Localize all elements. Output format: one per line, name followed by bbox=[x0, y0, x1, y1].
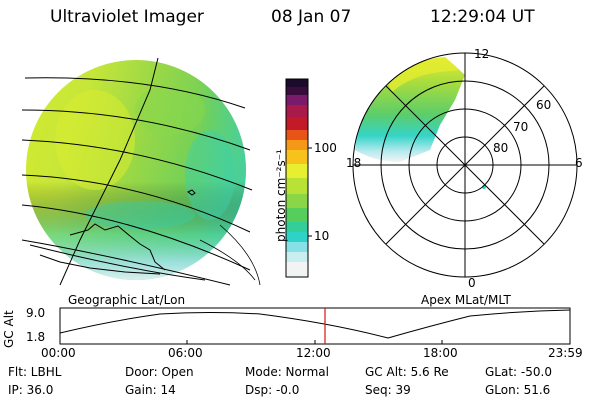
altitude-xtick-2359: 23:59 bbox=[548, 346, 583, 360]
left-earth-image bbox=[26, 60, 246, 280]
mlt-label-0: 0 bbox=[468, 276, 476, 290]
glat-status: GLat: -50.0 bbox=[485, 365, 552, 379]
mlt-label-18: 18 bbox=[346, 156, 362, 170]
time-label: 12:29:04 UT bbox=[430, 7, 535, 27]
left-outer-lines bbox=[199, 224, 261, 286]
altitude-ytick-low: 1.8 bbox=[26, 330, 46, 344]
mlt-label-12: 12 bbox=[474, 47, 490, 61]
seq-status: Seq: 39 bbox=[365, 383, 411, 397]
gc-alt-status: GC Alt: 5.6 Re bbox=[365, 365, 449, 379]
mlat-label-80: 80 bbox=[493, 141, 509, 155]
dsp-status: Dsp: -0.0 bbox=[245, 383, 300, 397]
polar-grid bbox=[352, 52, 578, 278]
gain-status: Gain: 14 bbox=[125, 383, 176, 397]
glon-status: GLon: 51.6 bbox=[485, 383, 551, 397]
colorbar-tick-10: 10 bbox=[314, 229, 330, 243]
mlat-label-60: 60 bbox=[536, 98, 552, 112]
geographic-lat-lon-label: Geographic Lat/Lon bbox=[68, 293, 186, 307]
polar-image bbox=[355, 57, 486, 189]
colorbar-gradient bbox=[285, 78, 312, 278]
mlat-label-70: 70 bbox=[513, 120, 529, 134]
altitude-xtick-0000: 00:00 bbox=[41, 346, 76, 360]
instrument-title: Ultraviolet Imager bbox=[50, 7, 204, 27]
ip-status: IP: 36.0 bbox=[8, 383, 54, 397]
mode-status: Mode: Normal bbox=[245, 365, 329, 379]
altitude-ytick-high: 9.0 bbox=[26, 306, 46, 320]
colorbar-unit-label: photon cm⁻²s⁻¹ bbox=[274, 149, 288, 242]
filter-status: Flt: LBHL bbox=[8, 365, 62, 379]
altitude-plot-frame bbox=[59, 307, 571, 345]
mlt-label-6: 6 bbox=[575, 156, 583, 170]
altitude-curve bbox=[59, 309, 571, 339]
left-coastlines bbox=[39, 189, 196, 275]
altitude-xtick-1800: 18:00 bbox=[423, 346, 458, 360]
altitude-xtick-1200: 12:00 bbox=[296, 346, 331, 360]
colorbar-tick-100: 100 bbox=[314, 141, 337, 155]
date-label: 08 Jan 07 bbox=[271, 7, 352, 27]
altitude-xtick-0600: 06:00 bbox=[168, 346, 203, 360]
door-status: Door: Open bbox=[125, 365, 194, 379]
left-lat-lon-grid bbox=[21, 57, 253, 286]
altitude-ylabel: GC Alt bbox=[2, 310, 16, 348]
apex-mlat-mlt-label: Apex MLat/MLT bbox=[421, 293, 511, 307]
